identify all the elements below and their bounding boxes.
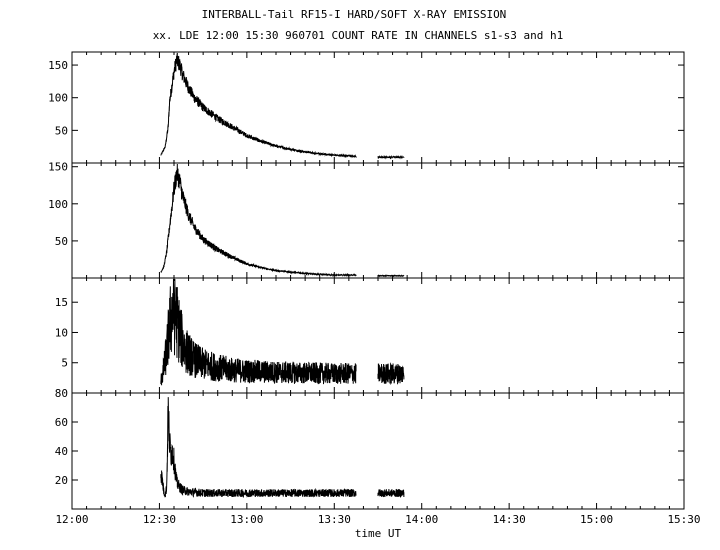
x-axis-label: time UT <box>355 527 402 540</box>
x-axis: 12:00 12:30 13:00 13:30 14:00 14:30 15:00 15:30 <box>55 513 700 526</box>
y-tick-label: 20 <box>55 474 68 487</box>
y-tick-label: 150 <box>48 161 68 174</box>
y-tick-label: 10 <box>55 326 68 339</box>
panel-3: 5 10 15 <box>55 277 685 394</box>
panel-2: 50 100 150 <box>48 161 685 279</box>
series-trace <box>377 362 405 386</box>
y-tick-label: 100 <box>48 92 68 105</box>
y-tick-label: 50 <box>55 235 68 248</box>
series-trace <box>160 278 357 386</box>
series-trace <box>377 154 405 160</box>
chart-subtitle: xx. LDE 12:00 15:30 960701 COUNT RATE IN… <box>153 29 564 42</box>
y-tick-label: 15 <box>55 296 68 309</box>
x-tick-label: 13:30 <box>318 513 351 526</box>
panels: 50 100 150 50 100 150 5 10 15 20 40 60 80 <box>48 51 685 510</box>
y-tick-label: 50 <box>55 124 68 137</box>
chart-title: INTERBALL-Tail RF15-I HARD/SOFT X-RAY EM… <box>202 8 507 21</box>
panel-4: 20 40 60 80 <box>55 387 685 510</box>
panel-frame <box>71 51 685 164</box>
y-tick-label: 60 <box>55 416 68 429</box>
y-tick-label: 5 <box>61 357 68 370</box>
y-tick-label: 150 <box>48 59 68 72</box>
x-tick-label: 15:00 <box>580 513 613 526</box>
x-tick-label: 12:30 <box>143 513 176 526</box>
x-tick-label: 14:30 <box>493 513 526 526</box>
x-tick-label: 15:30 <box>667 513 700 526</box>
x-tick-label: 12:00 <box>55 513 88 526</box>
y-tick-label: 100 <box>48 198 68 211</box>
series-trace <box>160 397 357 498</box>
x-tick-label: 14:00 <box>405 513 438 526</box>
panel-frame <box>71 162 685 279</box>
y-tick-label: 80 <box>55 387 68 400</box>
series-trace <box>160 163 357 278</box>
y-tick-label: 40 <box>55 445 68 458</box>
series-trace <box>377 488 405 499</box>
panel-1: 50 100 150 <box>48 51 685 164</box>
series-trace <box>160 52 357 159</box>
x-tick-label: 13:00 <box>230 513 263 526</box>
